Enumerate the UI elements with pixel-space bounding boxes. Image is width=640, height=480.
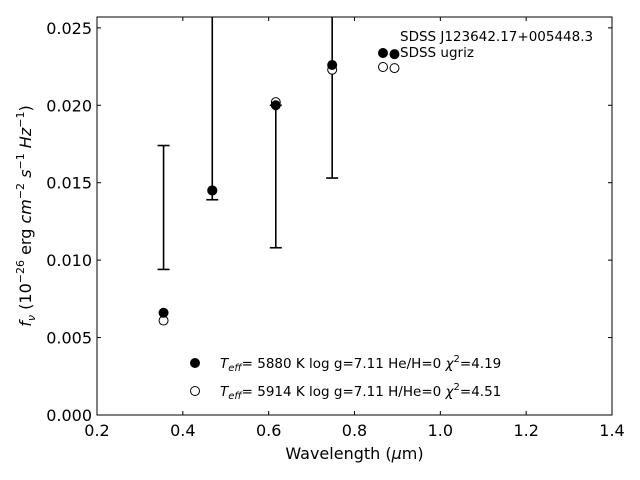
observed-point — [270, 100, 281, 111]
error-bars — [157, 17, 339, 271]
x-axis-title: Wavelength (μm) — [285, 444, 423, 463]
legend-bottom-marker-filled — [190, 358, 200, 368]
x-tick-label: 1.2 — [513, 421, 538, 440]
legend-bottom-marker-open — [190, 386, 200, 396]
axis-tick-labels: 0.2 0.4 0.6 0.8 1.0 1.2 1.4 0.000 0.005 0.010 0.01… — [46, 19, 625, 440]
x-tick-label: 0.8 — [342, 421, 367, 440]
legend-top-label-2: SDSS ugriz — [400, 45, 474, 61]
legend-top-marker-filled — [378, 48, 388, 58]
y-tick-label: 0.025 — [46, 19, 92, 38]
y-tick-label: 0.015 — [46, 174, 92, 193]
y-axis-title: fν (10−26 erg cm−2 s−1 Hz−1) — [14, 105, 38, 326]
y-tick-label: 0.010 — [46, 251, 92, 270]
svg-text:fν (10−26 erg cm−2 s−1 Hz−1): fν (10−26 erg cm−2 s−1 Hz−1) — [14, 105, 38, 326]
y-tick-label: 0.000 — [46, 406, 92, 425]
model-point — [389, 63, 400, 74]
legend-top: SDSS J123642.17+005448.3 SDSS ugriz — [378, 29, 593, 72]
x-tick-label: 0.2 — [84, 421, 109, 440]
y-tick-label: 0.005 — [46, 329, 92, 348]
legend-top-marker-open — [378, 62, 388, 72]
observed-point — [389, 49, 400, 60]
legend-bottom: Teff= 5880 K log g=7.11 He/H=0 χ2=4.19 T… — [190, 354, 501, 402]
legend-bottom-entry-1: Teff= 5880 K log g=7.11 He/H=0 χ2=4.19 — [220, 354, 501, 374]
data-points — [158, 49, 400, 326]
x-tick-label: 1.0 — [428, 421, 453, 440]
axis-ticks — [96, 17, 613, 416]
y-tick-label: 0.020 — [46, 96, 92, 115]
x-tick-label: 0.4 — [170, 421, 195, 440]
x-tick-label: 1.4 — [599, 421, 624, 440]
observed-point — [158, 307, 169, 318]
observed-point — [327, 60, 338, 71]
observed-point — [207, 185, 218, 196]
legend-bottom-entry-2: Teff= 5914 K log g=7.11 H/He=0 χ2=4.51 — [220, 382, 501, 402]
x-tick-label: 0.6 — [256, 421, 281, 440]
legend-top-label-1: SDSS J123642.17+005448.3 — [400, 29, 593, 45]
